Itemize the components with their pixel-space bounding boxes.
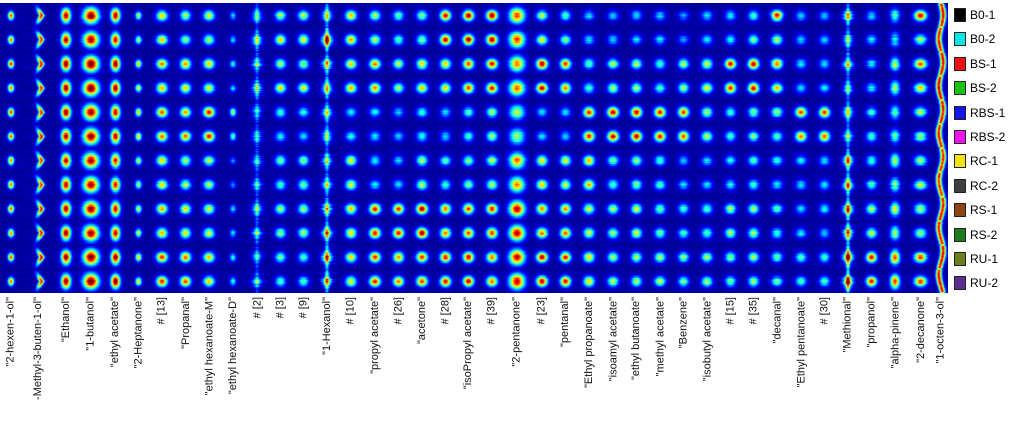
legend-swatch [954, 130, 966, 144]
legend-item: RBS-2 [954, 129, 1005, 145]
legend-label: RU-1 [970, 252, 999, 266]
legend-swatch [954, 8, 966, 22]
legend-swatch [954, 56, 966, 71]
legend-swatch [954, 32, 966, 47]
legend-item: RC-2 [954, 178, 998, 194]
legend-label: RBS-1 [970, 105, 1006, 120]
legend-label: RC-2 [970, 178, 999, 193]
legend-item: RS-1 [954, 202, 997, 218]
legend-item: BS-1 [954, 56, 997, 72]
legend-item: B0-1 [954, 7, 995, 23]
legend-swatch [954, 154, 966, 169]
legend-swatch [954, 81, 966, 96]
legend-swatch [954, 227, 966, 242]
heatmap-canvas [0, 3, 948, 293]
legend-label: RBS-2 [970, 130, 1006, 144]
legend-swatch [954, 252, 966, 266]
legend-swatch [954, 203, 966, 218]
legend-label: RC-1 [970, 154, 999, 169]
legend-label: RU-2 [970, 276, 999, 291]
legend-item: RC-1 [954, 153, 998, 169]
legend-item: RU-2 [954, 275, 998, 291]
legend-label: RS-1 [970, 203, 998, 218]
legend-label: B0-2 [970, 32, 996, 47]
legend-label: B0-1 [970, 8, 996, 22]
legend-swatch [954, 105, 966, 120]
legend-item: RS-2 [954, 227, 997, 243]
legend-item: RBS-1 [954, 105, 1005, 121]
legend-label: BS-1 [970, 56, 997, 71]
legend-label: BS-2 [970, 81, 997, 96]
legend-swatch [954, 276, 966, 291]
legend-item: BS-2 [954, 80, 997, 96]
legend-label: RS-2 [970, 227, 998, 242]
legend-swatch [954, 178, 966, 193]
legend-item: B0-2 [954, 31, 995, 47]
legend-item: RU-1 [954, 251, 998, 267]
